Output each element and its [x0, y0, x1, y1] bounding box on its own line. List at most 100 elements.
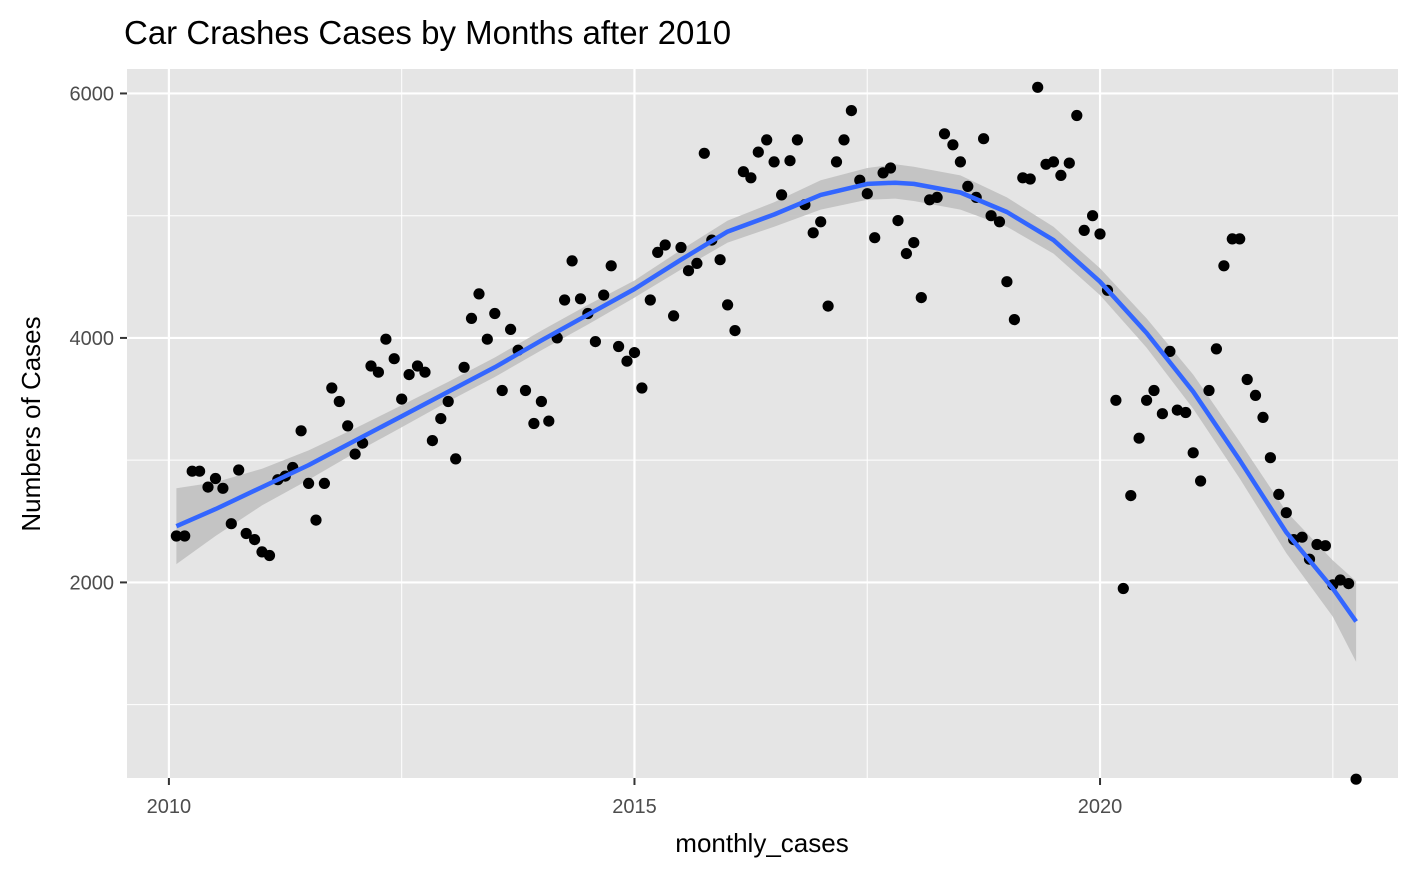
data-point: [668, 310, 680, 322]
data-point: [233, 464, 245, 476]
data-point: [605, 260, 617, 272]
data-point: [978, 133, 990, 145]
data-point: [962, 180, 974, 192]
data-point: [1055, 169, 1067, 181]
data-point: [326, 382, 338, 394]
data-point: [652, 246, 664, 258]
data-point: [682, 265, 695, 277]
data-point: [435, 413, 447, 425]
data-point: [900, 248, 913, 260]
data-point: [931, 191, 943, 203]
data-point: [838, 134, 850, 146]
x-axis-title: monthly_cases: [675, 828, 848, 858]
data-point: [388, 353, 400, 365]
data-point: [1180, 406, 1192, 419]
data-point: [675, 241, 687, 254]
data-point: [791, 134, 804, 146]
data-point: [559, 294, 571, 306]
data-point: [691, 257, 703, 269]
data-point: [745, 172, 757, 184]
data-point: [349, 448, 361, 460]
data-point: [892, 215, 904, 227]
data-point: [830, 156, 843, 168]
data-point: [528, 417, 540, 430]
data-point: [1125, 490, 1137, 502]
data-points: [170, 81, 1362, 785]
data-point: [1187, 447, 1199, 459]
data-point: [380, 333, 392, 345]
data-point: [179, 530, 191, 542]
data-point: [636, 382, 648, 394]
data-point: [442, 395, 454, 408]
data-point: [426, 435, 438, 447]
data-point: [403, 369, 415, 381]
data-point: [1296, 531, 1308, 543]
data-point: [1241, 373, 1253, 386]
data-point: [333, 395, 345, 408]
data-point: [217, 482, 229, 494]
data-point: [698, 147, 710, 159]
data-point: [519, 384, 532, 397]
data-point: [225, 518, 237, 530]
data-point: [954, 156, 967, 168]
y-axis: 2000 4000 6000: [70, 83, 127, 594]
data-point: [947, 139, 959, 151]
chart-title: Car Crashes Cases by Months after 2010: [124, 14, 731, 51]
data-point: [543, 415, 555, 427]
data-point: [1087, 210, 1099, 222]
data-point: [908, 237, 920, 249]
data-point: [768, 156, 780, 168]
data-point: [465, 312, 478, 324]
data-point: [1234, 233, 1246, 245]
data-point: [729, 325, 741, 337]
data-point: [1047, 156, 1060, 168]
data-point: [342, 420, 354, 432]
data-point: [822, 300, 834, 312]
data-point: [938, 128, 951, 140]
data-point: [1110, 394, 1122, 406]
data-point: [737, 166, 750, 178]
data-point: [1032, 81, 1044, 93]
data-point: [1203, 384, 1215, 397]
data-point: [628, 347, 641, 359]
data-point: [574, 293, 587, 305]
data-point: [419, 366, 431, 378]
data-point: [473, 288, 485, 300]
data-point: [318, 477, 330, 489]
data-point: [1001, 276, 1013, 288]
data-point: [1319, 540, 1331, 552]
grid-lines: [127, 69, 1398, 778]
data-point: [1257, 411, 1269, 423]
data-point: [295, 425, 307, 437]
data-point: [1343, 578, 1355, 590]
data-point: [752, 146, 764, 158]
data-point: [1210, 343, 1222, 355]
data-point: [458, 361, 470, 373]
data-point: [1311, 538, 1323, 551]
data-point: [1133, 432, 1145, 444]
data-point: [761, 134, 773, 146]
smooth-line: [175, 180, 1358, 623]
data-point: [1280, 507, 1292, 519]
data-point: [240, 527, 252, 540]
data-point: [365, 360, 377, 372]
data-point: [1148, 384, 1160, 397]
data-point: [644, 294, 656, 306]
data-point: [202, 481, 214, 493]
data-point: [1264, 452, 1276, 464]
y-tick-label: 2000: [70, 572, 115, 594]
y-axis-title: Numbers of Cases: [16, 316, 46, 531]
data-point: [1008, 314, 1021, 326]
data-point: [1078, 224, 1090, 236]
data-point: [1350, 773, 1362, 785]
smooth-line-group: [175, 180, 1358, 623]
data-point: [450, 453, 462, 465]
data-point: [598, 289, 610, 301]
data-point: [170, 530, 182, 542]
data-point: [1218, 260, 1230, 272]
x-axis: 2010 2015 2020: [147, 778, 1122, 818]
data-point: [613, 340, 625, 353]
data-point: [714, 254, 726, 266]
x-tick-label: 2015: [612, 796, 657, 818]
